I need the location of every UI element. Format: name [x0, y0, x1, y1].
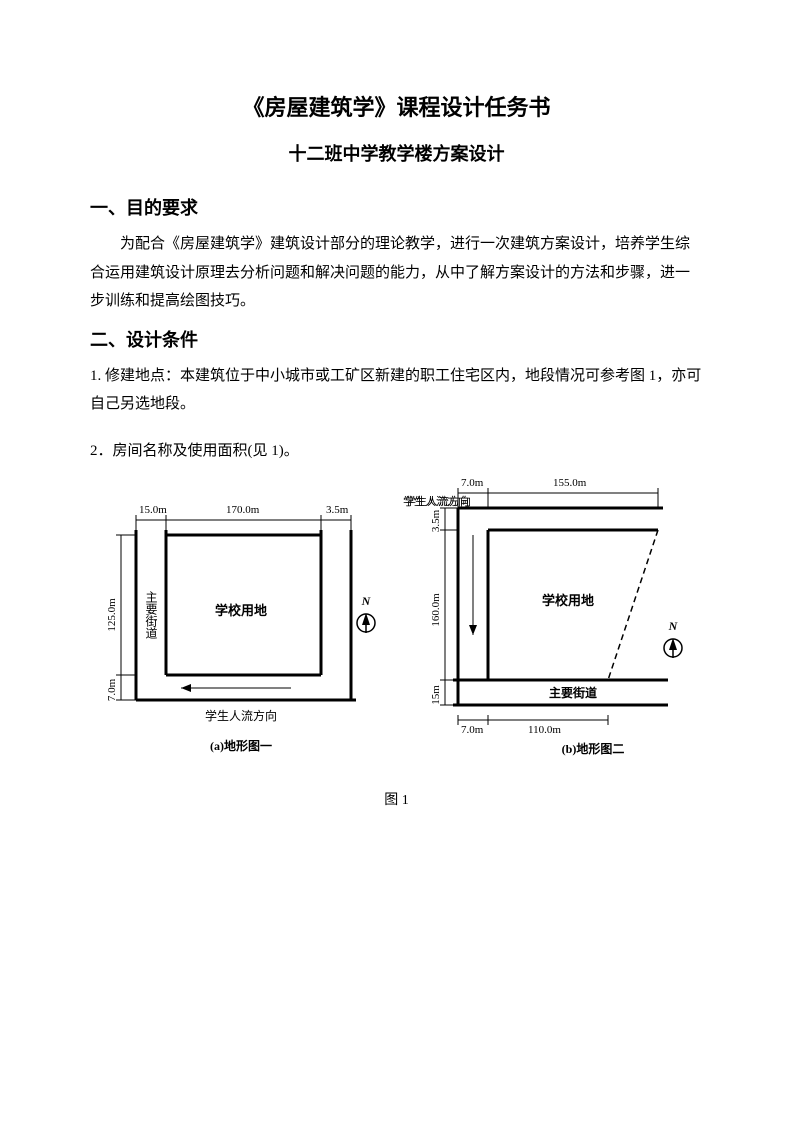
document-page: 《房屋建筑学》课程设计任务书 十二班中学教学楼方案设计 一、目的要求 为配合《房…: [0, 0, 793, 809]
north-icon: N: [664, 619, 682, 658]
svg-text:N: N: [360, 594, 371, 608]
site-diagram-a: 15.0m 170.0m 3.5m 125.0m 7.0m: [91, 475, 391, 775]
section-2-item-2: 2．房间名称及使用面积(见 1)。: [90, 437, 703, 466]
dim-a-left-upper: 125.0m: [106, 598, 118, 632]
label-b-street: 主要街道: [548, 685, 596, 700]
dim-b-left-mid: 160.0m: [430, 593, 442, 627]
dim-b-bottom-right: 110.0m: [528, 724, 561, 736]
caption-a: (a)地形图一: [210, 738, 272, 753]
section-2-item-1: 1. 修建地点：本建筑位于中小城市或工矿区新建的职工住宅区内，地段情况可参考图 …: [90, 362, 703, 419]
dim-b-left-bottom: 15m: [430, 685, 442, 705]
dim-b-top-right: 155.0m: [553, 477, 587, 489]
figure-1-caption: 图 1: [90, 789, 703, 809]
dim-b-bottom-left: 7.0m: [461, 724, 484, 736]
dim-a-top-mid: 170.0m: [226, 504, 260, 516]
label-a-street: 主要街道: [144, 591, 158, 639]
figure-1-container: 15.0m 170.0m 3.5m 125.0m 7.0m: [90, 475, 703, 775]
caption-b: (b)地形图二: [561, 741, 624, 756]
dim-b-left-top: 3.5m: [430, 509, 442, 532]
svg-text:N: N: [667, 619, 678, 633]
label-a-area: 学校用地: [214, 603, 266, 618]
section-1-paragraph: 为配合《房屋建筑学》建筑设计部分的理论教学，进行一次建筑方案设计，培养学生综合运…: [90, 230, 703, 316]
label-b-flow-txt: 学生人流方向: [403, 494, 469, 508]
label-a-flow: 学生人流方向: [204, 708, 276, 723]
label-b-area: 学校用地: [541, 593, 593, 608]
north-icon: N: [357, 594, 375, 633]
dim-a-top-left: 15.0m: [139, 504, 167, 516]
dim-b-top-left: 7.0m: [461, 477, 484, 489]
doc-subtitle: 十二班中学教学楼方案设计: [90, 140, 703, 166]
section-1-heading: 一、目的要求: [90, 194, 703, 220]
dim-a-top-right: 3.5m: [326, 504, 349, 516]
section-2-heading: 二、设计条件: [90, 326, 703, 352]
dim-a-left-lower: 7.0m: [106, 678, 118, 701]
doc-title: 《房屋建筑学》课程设计任务书: [90, 90, 703, 122]
site-diagram-b: 7.0m 155.0m 3.5m 160.0m 15m 学生人流方向: [403, 475, 703, 775]
